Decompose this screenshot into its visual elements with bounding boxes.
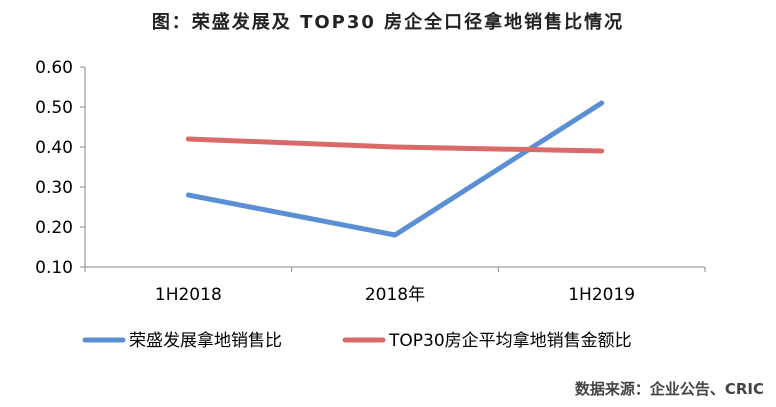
y-tick-label: 0.40 [35, 138, 73, 158]
legend-label-2: TOP30房企平均拿地销售金额比 [388, 330, 632, 351]
data-point [186, 137, 191, 141]
x-tick-label: 2018年 [365, 285, 425, 305]
data-point [599, 149, 604, 153]
y-tick-label: 0.20 [35, 218, 73, 238]
source-note: 数据来源：企业公告、CRIC [574, 380, 764, 398]
axes [84, 67, 705, 268]
y-tick-label: 0.10 [35, 258, 73, 278]
chart-title: 图：荣盛发展及 TOP30 房企全口径拿地销售比情况 [151, 12, 625, 33]
y-axis-ticks: 0.10 0.20 0.30 0.40 0.50 0.60 [35, 58, 85, 278]
legend: 荣盛发展拿地销售比 TOP30房企平均拿地销售金额比 [82, 330, 632, 351]
y-tick-label: 0.30 [35, 178, 73, 198]
data-point [599, 101, 604, 105]
data-point [393, 233, 397, 237]
y-tick-label: 0.60 [35, 58, 73, 78]
series-lines [185, 100, 605, 238]
data-point [186, 193, 191, 197]
y-tick-label: 0.50 [35, 98, 73, 118]
data-point [393, 145, 397, 149]
x-tick-label: 1H2019 [568, 285, 635, 305]
legend-label-1: 荣盛发展拿地销售比 [129, 330, 282, 351]
x-tick-label: 1H2018 [155, 285, 222, 305]
x-axis-ticks: 1H2018 2018年 1H2019 [84, 267, 706, 305]
series-line-1 [185, 100, 605, 238]
